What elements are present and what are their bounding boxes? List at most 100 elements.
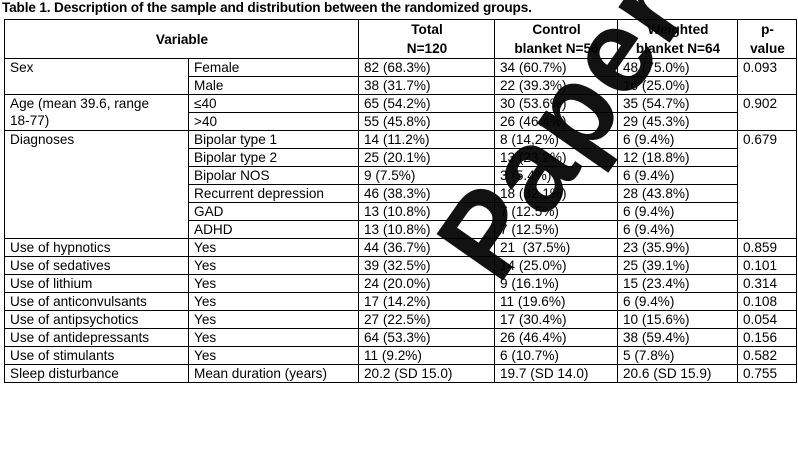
table-row: Use of antipsychotics Yes 27 (22.5%) 17 …	[4, 310, 797, 329]
cell-p-value: 0.859	[737, 238, 797, 257]
header-weighted: Weighted blanket N=64	[617, 19, 738, 59]
table-body: Variable Total N=120 Control blanket N=56 …	[4, 19, 797, 383]
cell-control: 14 (25.0%)	[494, 256, 618, 275]
cell-category: Yes	[188, 328, 359, 347]
cell-category: Recurrent depression	[188, 184, 359, 203]
cell-total: 39 (32.5%)	[358, 256, 495, 275]
header-control-line2: blanket N=56	[514, 41, 599, 56]
cell-p-value: 0.054	[737, 310, 797, 329]
cell-control: 13 (23.2%)	[494, 148, 618, 167]
table-row: GAD 13 (10.8%) 7 (12.5%) 6 (9.4%)	[5, 202, 797, 221]
table-row: Use of hypnotics Yes 44 (36.7%) 21 (37.5…	[4, 238, 797, 257]
cell-category: GAD	[188, 202, 359, 221]
cell-total: 9 (7.5%)	[358, 166, 495, 185]
row-label: Use of anticonvulsants	[4, 292, 189, 311]
cell-weighted: 15 (23.4%)	[617, 274, 738, 293]
header-variable: Variable	[4, 19, 359, 59]
cell-control: 18 (32.1%)	[494, 184, 618, 203]
header-control: Control blanket N=56	[494, 19, 618, 59]
cell-category: Yes	[188, 292, 359, 311]
cell-control: 6 (10.7%)	[494, 346, 618, 365]
row-label: Use of stimulants	[4, 346, 189, 365]
cell-weighted: 16 (25.0%)	[617, 76, 738, 95]
row-label-diagnoses: Diagnoses	[4, 130, 189, 239]
header-total-line1: Total	[411, 22, 443, 37]
cell-weighted: 35 (54.7%)	[617, 94, 738, 113]
cell-category: Yes	[188, 346, 359, 365]
cell-weighted: 6 (9.4%)	[617, 202, 738, 221]
row-label: Use of sedatives	[4, 256, 189, 275]
cell-category: Bipolar type 2	[188, 148, 359, 167]
row-label-age: Age (mean 39.6, range 18-77)	[4, 94, 189, 131]
cell-weighted: 6 (9.4%)	[617, 130, 738, 149]
cell-weighted: 38 (59.4%)	[617, 328, 738, 347]
table-row: Use of antidepressants Yes 64 (53.3%) 26…	[4, 328, 797, 347]
cell-category: Yes	[188, 256, 359, 275]
cell-total: 13 (10.8%)	[358, 220, 495, 239]
cell-category: Yes	[188, 310, 359, 329]
row-label-sex: Sex	[4, 58, 189, 95]
cell-p-value: 0.093	[737, 58, 797, 95]
row-label: Sleep disturbance	[4, 364, 189, 383]
cell-weighted: 48 (75.0%)	[617, 58, 738, 77]
cell-control: 9 (16.1%)	[494, 274, 618, 293]
cell-category: >40	[188, 112, 359, 131]
table-row: Sex Female 82 (68.3%) 34 (60.7%) 48 (75.…	[4, 58, 797, 95]
cell-category: Male	[188, 76, 359, 95]
cell-category: Female	[188, 58, 359, 77]
table-row: Recurrent depression 46 (38.3%) 18 (32.1…	[5, 184, 797, 203]
cell-control: 7 (12.5%)	[494, 220, 618, 239]
cell-total: 25 (20.1%)	[358, 148, 495, 167]
header-total: Total N=120	[358, 19, 495, 59]
age-label-line2: 18-77)	[10, 113, 50, 128]
cell-control: 30 (53.6%)	[494, 94, 618, 113]
cell-control: 19.7 (SD 14.0)	[494, 364, 618, 383]
cell-total: 64 (53.3%)	[358, 328, 495, 347]
cell-total: 65 (54.2%)	[358, 94, 495, 113]
cell-category: Bipolar type 1	[188, 130, 359, 149]
header-p-value: p-value	[737, 19, 797, 59]
cell-control: 34 (60.7%)	[494, 58, 618, 77]
row-label: Use of antidepressants	[4, 328, 189, 347]
cell-weighted: 6 (9.4%)	[617, 166, 738, 185]
cell-weighted: 20.6 (SD 15.9)	[617, 364, 738, 383]
header-p-line1: p-	[761, 22, 774, 37]
cell-total: 20.2 (SD 15.0)	[358, 364, 495, 383]
table-row: Diagnoses Bipolar type 1 14 (11.2%) 8 (1…	[4, 130, 797, 239]
row-label: Use of lithium	[4, 274, 189, 293]
cell-category: ≤40	[188, 94, 359, 113]
table-row: Age (mean 39.6, range 18-77) ≤40 65 (54.2…	[4, 94, 797, 131]
cell-total: 27 (22.5%)	[358, 310, 495, 329]
cell-weighted: 5 (7.8%)	[617, 346, 738, 365]
cell-p-value: 0.582	[737, 346, 797, 365]
cell-total: 46 (38.3%)	[358, 184, 495, 203]
cell-p-value: 0.902	[737, 94, 797, 131]
header-row: Variable Total N=120 Control blanket N=56 …	[4, 19, 797, 59]
table-row: Bipolar NOS 9 (7.5%) 3 (5.4%) 6 (9.4%)	[5, 166, 797, 185]
cell-total: 14 (11.2%)	[358, 130, 495, 149]
table-row: Use of anticonvulsants Yes 17 (14.2%) 11…	[4, 292, 797, 311]
cell-p-value: 0.679	[737, 130, 797, 239]
cell-weighted: 25 (39.1%)	[617, 256, 738, 275]
cell-control: 26 (46.4%)	[494, 112, 618, 131]
cell-category: Yes	[188, 238, 359, 257]
cell-control: 7 (12.5%)	[494, 202, 618, 221]
cell-weighted: 12 (18.8%)	[617, 148, 738, 167]
sample-table: Variable Total N=120 Control blanket N=56 …	[4, 19, 797, 383]
cell-weighted: 10 (15.6%)	[617, 310, 738, 329]
cell-p-value: 0.108	[737, 292, 797, 311]
table-row: ADHD 13 (10.8%) 7 (12.5%) 6 (9.4%)	[5, 220, 797, 239]
cell-control: 17 (30.4%)	[494, 310, 618, 329]
header-weighted-line1: Weighted	[647, 22, 709, 37]
cell-weighted: 6 (9.4%)	[617, 292, 738, 311]
table-row: Bipolar type 2 25 (20.1%) 13 (23.2%) 12 …	[5, 148, 797, 167]
cell-category: Yes	[188, 274, 359, 293]
cell-weighted: 28 (43.8%)	[617, 184, 738, 203]
cell-weighted: 6 (9.4%)	[617, 220, 738, 239]
cell-p-value: 0.156	[737, 328, 797, 347]
cell-total: 17 (14.2%)	[358, 292, 495, 311]
cell-total: 38 (31.7%)	[358, 76, 495, 95]
cell-category: ADHD	[188, 220, 359, 239]
table-row: Use of sedatives Yes 39 (32.5%) 14 (25.0…	[4, 256, 797, 275]
cell-total: 11 (9.2%)	[358, 346, 495, 365]
